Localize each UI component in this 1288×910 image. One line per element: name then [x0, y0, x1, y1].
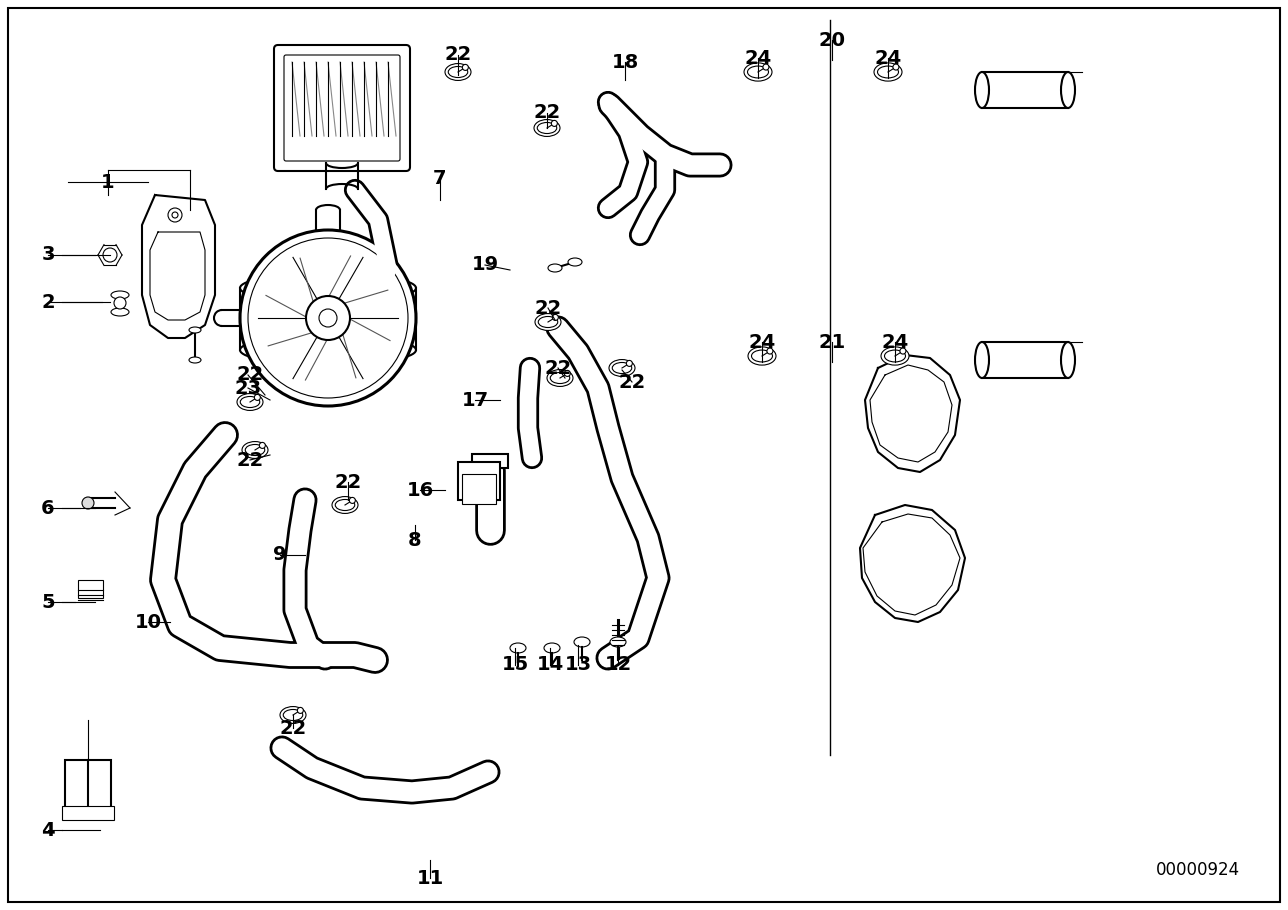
Ellipse shape [574, 637, 590, 647]
Circle shape [462, 65, 469, 70]
Ellipse shape [332, 497, 358, 513]
Polygon shape [142, 195, 215, 338]
Bar [62, 806, 115, 820]
Bar [79, 580, 103, 598]
Circle shape [553, 314, 559, 320]
Text: 22: 22 [279, 719, 307, 737]
Text: 17: 17 [461, 390, 488, 410]
Circle shape [103, 248, 117, 262]
Ellipse shape [568, 258, 582, 266]
Text: 22: 22 [618, 372, 645, 391]
Bar [64, 760, 111, 808]
Ellipse shape [189, 327, 201, 333]
Ellipse shape [748, 347, 775, 365]
Text: 22: 22 [533, 104, 560, 123]
Text: 11: 11 [416, 868, 443, 887]
Bar [462, 474, 496, 504]
Text: 4: 4 [41, 821, 55, 840]
Bar [471, 454, 507, 468]
Text: 22: 22 [444, 46, 471, 65]
Ellipse shape [510, 643, 526, 653]
Text: 00000924: 00000924 [1155, 861, 1240, 879]
FancyBboxPatch shape [283, 55, 401, 161]
Text: 22: 22 [335, 472, 362, 491]
Text: 16: 16 [407, 480, 434, 500]
Ellipse shape [547, 264, 562, 272]
Text: 10: 10 [134, 612, 161, 632]
Circle shape [564, 370, 571, 377]
Ellipse shape [111, 291, 129, 299]
Ellipse shape [881, 347, 909, 365]
Ellipse shape [544, 643, 560, 653]
Ellipse shape [535, 314, 562, 330]
Circle shape [82, 497, 94, 509]
Text: 13: 13 [564, 655, 591, 674]
Polygon shape [860, 505, 965, 622]
Text: 9: 9 [273, 545, 287, 564]
Circle shape [259, 442, 265, 449]
Ellipse shape [240, 273, 416, 303]
Ellipse shape [240, 335, 416, 365]
Circle shape [173, 212, 178, 218]
Ellipse shape [279, 706, 307, 723]
Ellipse shape [975, 342, 989, 378]
Text: 3: 3 [41, 246, 55, 265]
Ellipse shape [1061, 342, 1075, 378]
Text: 5: 5 [41, 592, 55, 612]
Ellipse shape [975, 72, 989, 108]
Text: 15: 15 [501, 655, 528, 674]
Ellipse shape [547, 369, 573, 387]
Text: 24: 24 [748, 332, 775, 351]
Text: 2: 2 [41, 292, 55, 311]
Circle shape [551, 120, 558, 126]
Text: 1: 1 [102, 173, 115, 191]
Text: 19: 19 [471, 256, 498, 275]
Circle shape [626, 360, 632, 367]
Ellipse shape [242, 441, 268, 459]
Circle shape [766, 348, 773, 354]
Ellipse shape [744, 63, 772, 81]
Ellipse shape [237, 393, 263, 410]
Text: 22: 22 [237, 450, 264, 470]
Text: 14: 14 [536, 655, 564, 674]
Circle shape [762, 64, 769, 70]
Circle shape [249, 238, 408, 398]
Text: 8: 8 [408, 531, 421, 550]
Text: 24: 24 [875, 48, 902, 67]
Text: 12: 12 [604, 655, 631, 674]
Bar [459, 462, 500, 500]
Circle shape [167, 208, 182, 222]
Text: 24: 24 [881, 332, 908, 351]
Ellipse shape [875, 63, 902, 81]
Polygon shape [866, 355, 960, 472]
Circle shape [893, 64, 899, 70]
Text: 7: 7 [433, 168, 447, 187]
Text: 18: 18 [612, 53, 639, 72]
FancyBboxPatch shape [274, 45, 410, 171]
Ellipse shape [1061, 72, 1075, 108]
Circle shape [240, 230, 416, 406]
Circle shape [307, 296, 350, 340]
Ellipse shape [535, 119, 560, 136]
Circle shape [900, 348, 905, 354]
Text: 24: 24 [744, 48, 772, 67]
Ellipse shape [444, 64, 471, 80]
Circle shape [115, 297, 126, 309]
Text: 22: 22 [237, 366, 264, 385]
Text: 22: 22 [535, 298, 562, 318]
Ellipse shape [609, 359, 635, 377]
Text: 21: 21 [818, 332, 846, 351]
Text: 23: 23 [234, 379, 261, 398]
Ellipse shape [111, 308, 129, 316]
Ellipse shape [189, 357, 201, 363]
Text: 20: 20 [818, 31, 845, 49]
Text: 22: 22 [545, 359, 572, 378]
Ellipse shape [611, 637, 626, 647]
Text: 6: 6 [41, 499, 55, 518]
Circle shape [254, 394, 260, 400]
Circle shape [298, 707, 304, 713]
Circle shape [319, 309, 337, 327]
Circle shape [349, 498, 355, 503]
